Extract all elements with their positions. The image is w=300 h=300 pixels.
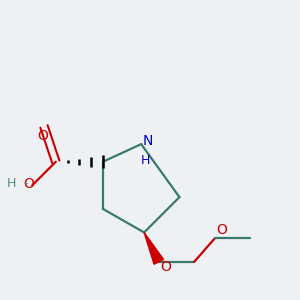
Text: H: H (141, 154, 150, 167)
Text: O: O (23, 177, 34, 191)
Polygon shape (144, 232, 164, 264)
Text: O: O (160, 260, 171, 274)
Text: -: - (23, 177, 28, 190)
Text: H: H (7, 177, 16, 190)
Text: N: N (142, 134, 153, 148)
Text: O: O (216, 223, 227, 237)
Text: O: O (37, 129, 48, 143)
